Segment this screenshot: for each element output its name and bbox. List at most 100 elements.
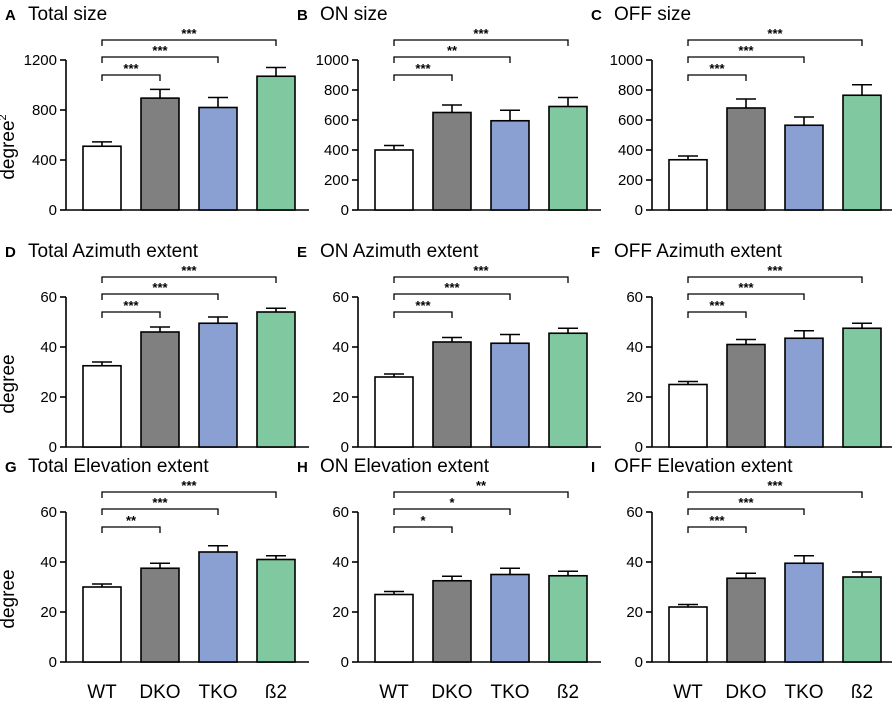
bar-dko — [140, 331, 180, 448]
y-tick-label: 0 — [635, 654, 643, 671]
significance-bracket — [393, 311, 453, 318]
significance-label: *** — [123, 298, 139, 313]
bar-tko — [490, 573, 530, 663]
bar-dko — [140, 97, 180, 211]
bar-b2 — [548, 105, 588, 211]
significance-label: *** — [181, 263, 197, 278]
bar-wt — [82, 364, 122, 448]
significance-bracket — [101, 39, 277, 46]
y-tick-label: 400 — [324, 142, 349, 159]
bar-tko — [490, 119, 530, 211]
significance-bracket — [393, 491, 569, 498]
y-tick-label: 40 — [332, 554, 349, 571]
y-tick-label: 600 — [324, 112, 349, 129]
significance-bracket — [393, 293, 511, 300]
significance-label: * — [420, 513, 426, 528]
y-tick-label: 60 — [40, 504, 57, 521]
significance-label: *** — [181, 478, 197, 493]
y-tick-label: 0 — [635, 202, 643, 219]
significance-label: *** — [738, 43, 754, 58]
y-tick-label: 800 — [32, 102, 57, 119]
significance-label: *** — [415, 61, 431, 76]
y-tick-label: 800 — [618, 82, 643, 99]
significance-bracket — [687, 526, 747, 533]
bar-tko — [198, 551, 238, 663]
panel-a: A Total size 0 400 800 1200 degree2 *** *** *** — [0, 4, 309, 219]
y-tick-label: 20 — [40, 389, 57, 406]
significance-bracket — [101, 293, 219, 300]
panel-title: Total Azimuth extent — [28, 241, 199, 262]
x-tick-label: ß2 — [557, 682, 579, 703]
y-tick-label: 400 — [32, 152, 57, 169]
y-axis-label: degree2 — [0, 114, 19, 179]
panel-e: E ON Azimuth extent 0 20 40 60 *** *** *** — [297, 241, 601, 456]
x-tick-label: WT — [87, 682, 117, 703]
y-tick-label: 1200 — [24, 52, 57, 69]
y-tick-label: 20 — [626, 389, 643, 406]
significance-bracket — [101, 508, 219, 515]
panel-title: OFF Azimuth extent — [614, 241, 783, 262]
bar-dko — [432, 579, 472, 663]
y-tick-label: 60 — [332, 289, 349, 306]
bar-b2 — [842, 576, 882, 663]
significance-bracket — [687, 39, 863, 46]
y-tick-label: 60 — [626, 504, 643, 521]
y-tick-label: 60 — [332, 504, 349, 521]
significance-bracket — [101, 56, 219, 63]
significance-label: ** — [447, 43, 458, 58]
significance-label: *** — [709, 513, 725, 528]
y-tick-label: 20 — [332, 389, 349, 406]
bar-tko — [784, 124, 824, 211]
panel-title: OFF Elevation extent — [614, 456, 793, 477]
bar-b2 — [842, 94, 882, 211]
x-tick-label: DKO — [139, 682, 180, 703]
significance-bracket — [687, 276, 863, 283]
panel-letter: A — [5, 7, 16, 24]
y-axis-label: degree — [0, 569, 19, 628]
y-tick-label: 400 — [618, 142, 643, 159]
bar-b2 — [256, 558, 296, 663]
significance-label: *** — [123, 61, 139, 76]
y-tick-label: 0 — [49, 439, 57, 456]
significance-bracket — [101, 276, 277, 283]
bar-b2 — [256, 75, 296, 211]
panel-title: ON Elevation extent — [320, 456, 490, 477]
significance-bracket — [101, 491, 277, 498]
significance-bracket — [393, 276, 569, 283]
panel-letter: C — [591, 7, 602, 24]
bar-tko — [784, 562, 824, 663]
bar-dko — [726, 343, 766, 448]
significance-label: *** — [152, 43, 168, 58]
bar-wt — [374, 149, 414, 211]
y-tick-label: 0 — [341, 439, 349, 456]
bar-b2 — [548, 574, 588, 663]
bar-dko — [726, 577, 766, 663]
panel-letter: I — [591, 459, 595, 476]
bar-dko — [432, 341, 472, 448]
significance-label: *** — [444, 280, 460, 295]
y-tick-label: 20 — [626, 604, 643, 621]
significance-label: *** — [415, 298, 431, 313]
bar-tko — [198, 322, 238, 448]
bar-tko — [490, 342, 530, 448]
bar-b2 — [548, 332, 588, 448]
significance-label: *** — [767, 478, 783, 493]
significance-bracket — [393, 39, 569, 46]
panel-letter: F — [591, 244, 600, 261]
panel-title: Total size — [28, 4, 107, 25]
y-tick-label: 800 — [324, 82, 349, 99]
significance-bracket — [687, 56, 805, 63]
significance-label: ** — [476, 478, 487, 493]
y-tick-label: 60 — [40, 289, 57, 306]
y-tick-label: 1000 — [316, 52, 349, 69]
bar-dko — [432, 111, 472, 211]
y-tick-label: 1000 — [610, 52, 643, 69]
bar-wt — [668, 158, 708, 211]
panel-letter: H — [297, 459, 308, 476]
significance-label: *** — [738, 280, 754, 295]
x-tick-label: DKO — [431, 682, 472, 703]
y-tick-label: 200 — [618, 172, 643, 189]
y-tick-label: 40 — [332, 339, 349, 356]
